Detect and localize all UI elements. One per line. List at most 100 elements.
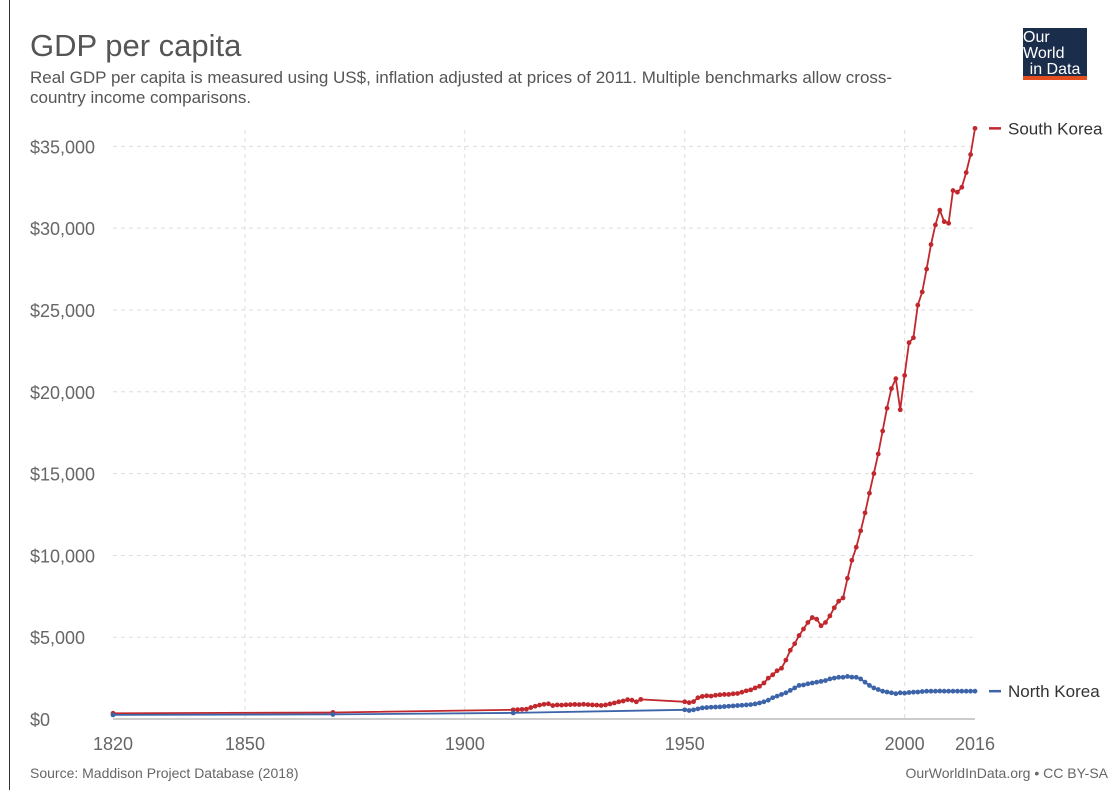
data-point[interactable]	[911, 689, 916, 695]
data-point[interactable]	[519, 706, 525, 712]
data-point[interactable]	[933, 222, 938, 228]
data-point[interactable]	[924, 266, 930, 272]
data-point[interactable]	[739, 689, 745, 695]
data-point[interactable]	[814, 679, 820, 685]
series-line[interactable]	[112, 675, 975, 716]
data-point[interactable]	[950, 688, 956, 694]
data-point[interactable]	[633, 699, 639, 705]
data-point[interactable]	[682, 707, 688, 713]
data-point[interactable]	[937, 207, 943, 213]
series-name-label[interactable]: North Korea	[1008, 682, 1100, 701]
data-point[interactable]	[845, 674, 850, 679]
data-point[interactable]	[893, 376, 899, 382]
data-point[interactable]	[889, 690, 894, 696]
data-point[interactable]	[783, 690, 789, 696]
data-point[interactable]	[893, 691, 899, 697]
data-point[interactable]	[743, 688, 749, 694]
data-point[interactable]	[796, 683, 802, 688]
data-point[interactable]	[911, 335, 916, 341]
series-line[interactable]	[112, 128, 976, 715]
data-point[interactable]	[598, 703, 604, 708]
data-point[interactable]	[686, 708, 692, 713]
data-point[interactable]	[818, 678, 824, 684]
data-point[interactable]	[862, 679, 868, 685]
data-point[interactable]	[959, 184, 965, 190]
data-point[interactable]	[937, 688, 943, 694]
data-point[interactable]	[823, 678, 828, 683]
series-name-label[interactable]: South Korea	[1008, 119, 1103, 138]
data-point[interactable]	[787, 687, 793, 693]
data-point[interactable]	[946, 688, 952, 694]
data-point[interactable]	[721, 704, 727, 709]
data-point[interactable]	[765, 675, 771, 681]
data-point[interactable]	[730, 691, 736, 697]
data-point[interactable]	[721, 692, 727, 697]
data-point[interactable]	[743, 702, 749, 708]
data-point[interactable]	[853, 674, 859, 680]
data-point[interactable]	[867, 683, 872, 688]
data-point[interactable]	[783, 657, 789, 663]
data-point[interactable]	[576, 702, 582, 708]
data-point[interactable]	[730, 703, 736, 709]
data-point[interactable]	[928, 242, 934, 247]
data-point[interactable]	[801, 626, 806, 632]
data-point[interactable]	[884, 689, 890, 695]
data-point[interactable]	[805, 620, 811, 625]
data-point[interactable]	[330, 712, 336, 717]
data-point[interactable]	[875, 451, 881, 457]
data-point[interactable]	[748, 702, 754, 708]
data-point[interactable]	[946, 220, 952, 226]
data-point[interactable]	[682, 699, 688, 705]
data-point[interactable]	[968, 688, 974, 694]
data-point[interactable]	[779, 692, 784, 697]
data-point[interactable]	[814, 616, 820, 622]
data-point[interactable]	[928, 688, 934, 694]
data-point[interactable]	[787, 647, 793, 653]
data-point[interactable]	[704, 705, 710, 710]
data-point[interactable]	[691, 707, 696, 713]
data-point[interactable]	[823, 620, 828, 625]
data-point[interactable]	[752, 685, 758, 691]
data-point[interactable]	[897, 690, 903, 696]
data-point[interactable]	[871, 685, 877, 691]
data-point[interactable]	[629, 697, 635, 703]
data-point[interactable]	[972, 125, 978, 131]
data-point[interactable]	[902, 373, 908, 378]
data-point[interactable]	[585, 702, 591, 708]
data-point[interactable]	[770, 695, 776, 701]
data-point[interactable]	[774, 668, 780, 674]
data-point[interactable]	[594, 702, 600, 708]
data-point[interactable]	[963, 170, 969, 175]
data-point[interactable]	[620, 698, 626, 704]
data-point[interactable]	[818, 623, 824, 629]
data-point[interactable]	[955, 189, 960, 195]
data-point[interactable]	[524, 706, 529, 712]
data-point[interactable]	[625, 697, 630, 703]
data-point[interactable]	[717, 704, 723, 710]
data-point[interactable]	[853, 544, 859, 550]
data-point[interactable]	[792, 641, 798, 647]
data-point[interactable]	[545, 701, 551, 707]
data-point[interactable]	[858, 676, 864, 682]
data-point[interactable]	[572, 702, 578, 707]
data-point[interactable]	[761, 699, 767, 705]
data-point[interactable]	[695, 706, 701, 712]
data-point[interactable]	[933, 688, 938, 694]
data-point[interactable]	[757, 683, 762, 689]
owid-logo[interactable]: Our World in Data	[1023, 28, 1087, 80]
data-point[interactable]	[840, 595, 846, 601]
data-point[interactable]	[735, 703, 740, 708]
data-point[interactable]	[726, 692, 732, 697]
data-point[interactable]	[589, 702, 595, 708]
data-point[interactable]	[831, 605, 837, 611]
data-point[interactable]	[836, 674, 842, 680]
data-point[interactable]	[862, 510, 868, 516]
data-point[interactable]	[695, 695, 701, 701]
data-point[interactable]	[528, 705, 534, 710]
data-point[interactable]	[801, 682, 806, 688]
data-point[interactable]	[796, 633, 802, 638]
data-point[interactable]	[906, 340, 912, 346]
data-point[interactable]	[515, 707, 521, 713]
data-point[interactable]	[902, 690, 908, 696]
data-point[interactable]	[532, 703, 538, 709]
